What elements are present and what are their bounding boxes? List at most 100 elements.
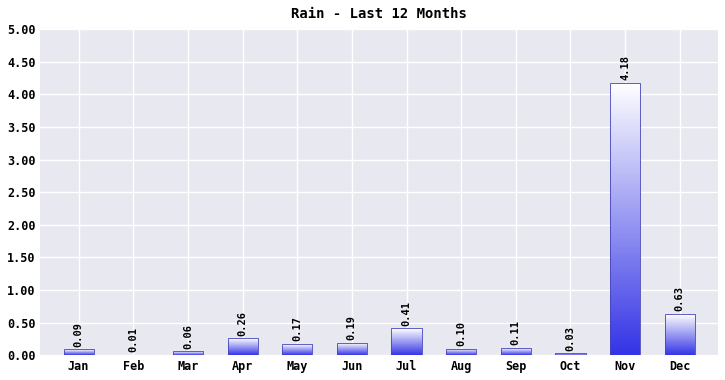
Bar — [610, 125, 640, 126]
Bar — [610, 119, 640, 121]
Bar — [610, 156, 640, 158]
Bar — [610, 307, 640, 309]
Bar — [610, 215, 640, 216]
Text: 0.26: 0.26 — [238, 310, 247, 336]
Bar — [610, 93, 640, 95]
Bar — [610, 157, 640, 159]
Bar — [610, 138, 640, 140]
Bar — [610, 212, 640, 214]
Text: 0.19: 0.19 — [347, 315, 357, 340]
Bar — [610, 121, 640, 122]
Bar — [610, 331, 640, 332]
Bar — [610, 174, 640, 175]
Bar — [610, 107, 640, 108]
Bar — [610, 343, 640, 344]
Bar — [610, 201, 640, 203]
Bar — [610, 103, 640, 104]
Bar — [610, 126, 640, 128]
Bar — [610, 258, 640, 260]
Bar — [610, 192, 640, 193]
Bar — [610, 180, 640, 182]
Bar — [610, 320, 640, 321]
Bar — [610, 209, 640, 211]
Bar — [610, 295, 640, 296]
Bar — [610, 82, 640, 355]
Bar — [610, 348, 640, 350]
Bar — [610, 187, 640, 189]
Bar — [610, 152, 640, 154]
Bar — [610, 204, 640, 205]
Bar — [610, 303, 640, 305]
Bar — [610, 154, 640, 155]
Bar — [610, 298, 640, 299]
Bar — [610, 293, 640, 294]
Bar — [610, 112, 640, 114]
Bar — [610, 168, 640, 170]
Bar — [610, 317, 640, 318]
Bar — [501, 348, 531, 355]
Bar — [610, 280, 640, 282]
Bar — [610, 256, 640, 257]
Bar — [610, 296, 640, 298]
Bar — [610, 271, 640, 272]
Text: 0.03: 0.03 — [566, 326, 576, 351]
Bar — [610, 294, 640, 295]
Bar — [610, 203, 640, 204]
Bar — [610, 160, 640, 162]
Bar — [610, 268, 640, 269]
Bar — [610, 131, 640, 133]
Bar — [610, 190, 640, 192]
Bar — [610, 260, 640, 261]
Bar — [610, 314, 640, 316]
Bar — [610, 286, 640, 287]
Bar — [610, 224, 640, 226]
Bar — [610, 226, 640, 227]
Bar — [392, 328, 421, 355]
Bar — [610, 310, 640, 312]
Bar — [610, 147, 640, 148]
Bar — [610, 347, 640, 348]
Bar — [610, 85, 640, 87]
Bar — [610, 247, 640, 249]
Bar — [610, 92, 640, 93]
Bar — [610, 185, 640, 186]
Bar — [610, 246, 640, 247]
Bar — [610, 241, 640, 242]
Bar — [610, 290, 640, 291]
Bar — [610, 239, 640, 241]
Bar — [610, 171, 640, 173]
Bar — [610, 223, 640, 224]
Bar — [610, 342, 640, 343]
Bar — [610, 287, 640, 288]
Bar — [610, 337, 640, 339]
Bar — [610, 164, 640, 166]
Bar — [610, 346, 640, 347]
Bar — [610, 88, 640, 89]
Bar — [610, 130, 640, 131]
Bar — [610, 282, 640, 283]
Bar — [610, 219, 640, 220]
Bar — [610, 252, 640, 253]
Bar — [610, 305, 640, 306]
Bar — [610, 208, 640, 209]
Bar — [610, 257, 640, 258]
Bar — [610, 276, 640, 277]
Bar — [610, 214, 640, 215]
Bar — [610, 151, 640, 152]
Bar — [228, 338, 257, 355]
Bar — [610, 89, 640, 91]
Bar — [610, 273, 640, 275]
Bar — [610, 333, 640, 335]
Bar — [610, 84, 640, 85]
Bar — [610, 155, 640, 156]
Bar — [610, 166, 640, 167]
Bar — [610, 140, 640, 141]
Bar — [282, 344, 312, 355]
Bar — [610, 336, 640, 337]
Bar — [610, 100, 640, 101]
Bar — [610, 162, 640, 163]
Bar — [610, 233, 640, 234]
Bar — [610, 350, 640, 351]
Text: 4.18: 4.18 — [620, 55, 630, 80]
Bar — [610, 329, 640, 331]
